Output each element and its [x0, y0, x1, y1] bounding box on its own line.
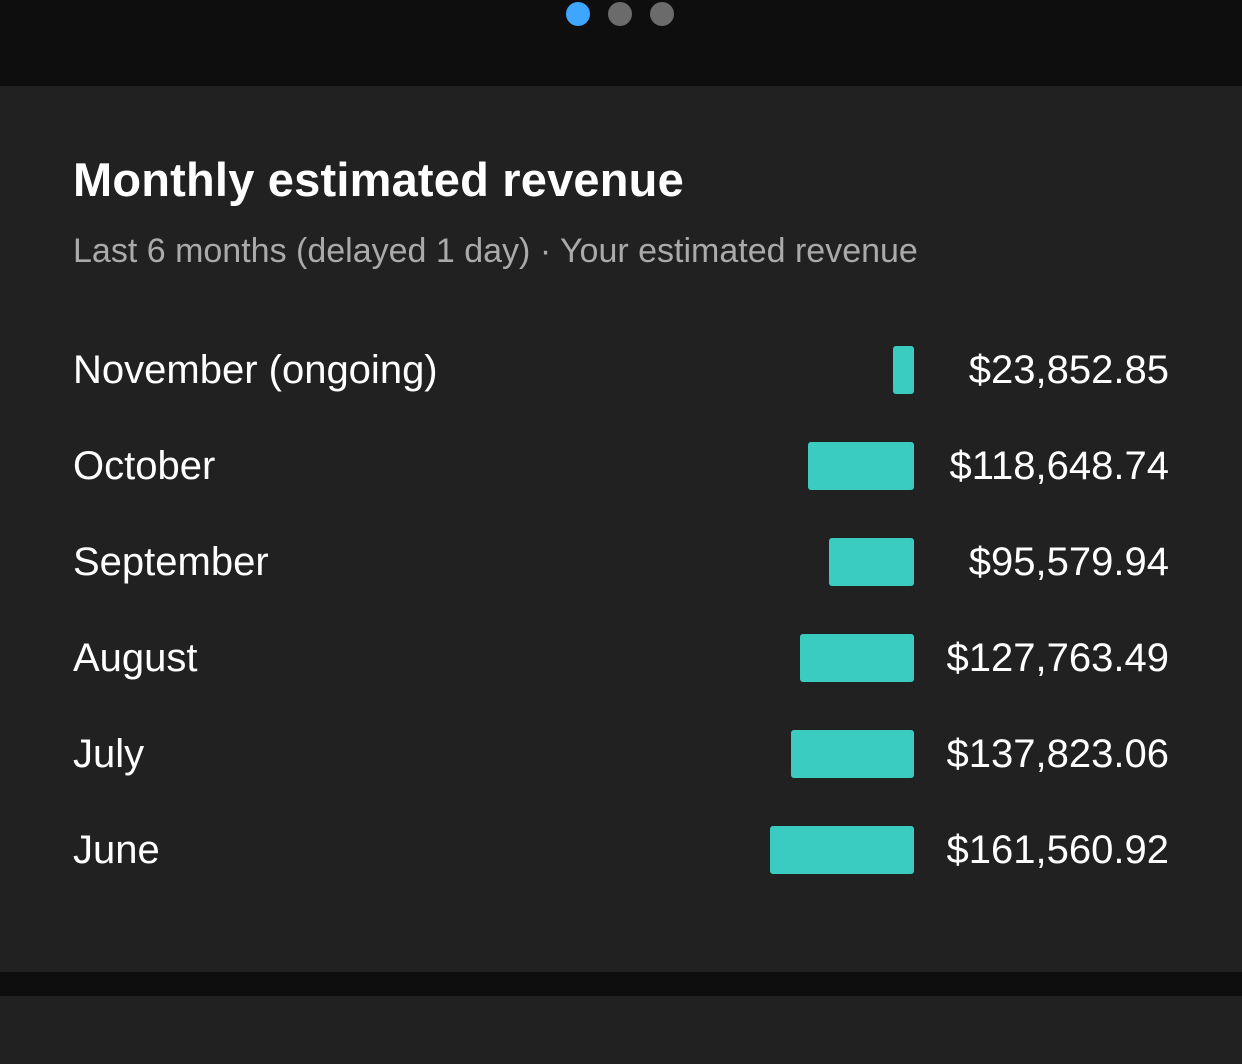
month-label: June [73, 828, 160, 872]
revenue-value: $137,823.06 [946, 732, 1169, 776]
month-label: October [73, 444, 216, 488]
page-dot-2[interactable] [608, 2, 632, 26]
revenue-row[interactable]: October $118,648.74 [0, 436, 1242, 496]
card-divider [0, 972, 1242, 996]
revenue-row[interactable]: September $95,579.94 [0, 532, 1242, 592]
month-label: September [73, 540, 269, 584]
revenue-bar [829, 538, 914, 586]
revenue-bar [808, 442, 914, 490]
revenue-bar [800, 634, 914, 682]
revenue-bar [770, 826, 914, 874]
revenue-card[interactable]: Monthly estimated revenue Last 6 months … [0, 86, 1242, 972]
revenue-bar [791, 730, 914, 778]
revenue-value: $118,648.74 [949, 444, 1169, 488]
revenue-value: $127,763.49 [946, 636, 1169, 680]
card-subtitle: Last 6 months (delayed 1 day) · Your est… [73, 232, 918, 270]
revenue-value: $23,852.85 [968, 348, 1169, 392]
revenue-row[interactable]: August $127,763.49 [0, 628, 1242, 688]
revenue-value: $161,560.92 [946, 828, 1169, 872]
page-indicator [566, 2, 674, 26]
next-card[interactable] [0, 996, 1242, 1064]
revenue-value: $95,579.94 [968, 540, 1169, 584]
page-dot-1[interactable] [566, 2, 590, 26]
revenue-bar [893, 346, 914, 394]
page-dot-3[interactable] [650, 2, 674, 26]
revenue-row[interactable]: June $161,560.92 [0, 820, 1242, 880]
revenue-row[interactable]: November (ongoing) $23,852.85 [0, 340, 1242, 400]
top-strip [0, 0, 1242, 86]
month-label: November (ongoing) [73, 348, 438, 392]
card-title: Monthly estimated revenue [73, 153, 684, 206]
month-label: August [73, 636, 198, 680]
revenue-row[interactable]: July $137,823.06 [0, 724, 1242, 784]
month-label: July [73, 732, 145, 776]
